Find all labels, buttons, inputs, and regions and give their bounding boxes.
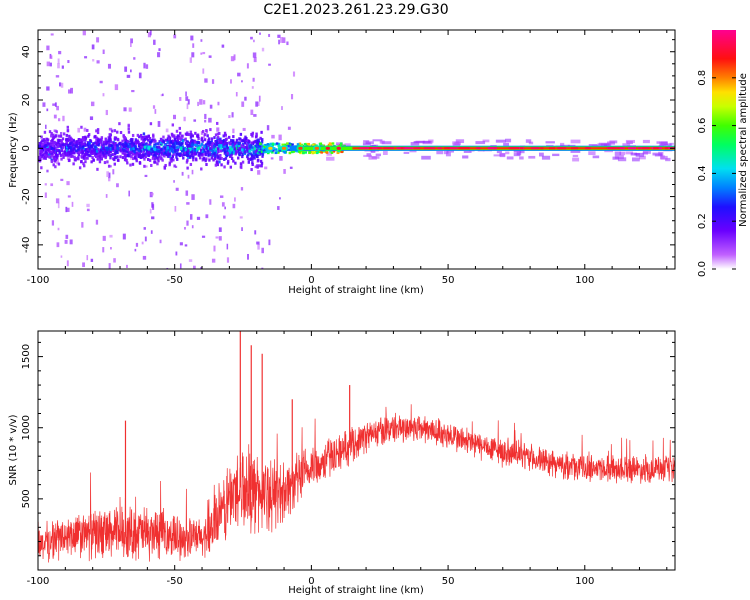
colorbar-ticks: 0.0 0.2 0.4 0.6 0.8 [697, 70, 736, 277]
snr-ticks: -100 -50 0 50 100 500 1000 1500 [21, 331, 675, 587]
snr-series [38, 331, 675, 563]
colorbar: 0.0 0.2 0.4 0.6 0.8 Normalized spectral ampl… [697, 30, 749, 277]
x-tick-label: 0 [308, 275, 314, 286]
colorbar-gradient [712, 30, 736, 269]
x-tick-label: 50 [442, 275, 455, 286]
figure-title: C2E1.2023.261.23.29.G30 [263, 2, 448, 18]
x-tick-label: 100 [575, 275, 594, 286]
colorbar-tick-label: 0.8 [697, 70, 708, 86]
x-tick-label: 50 [442, 576, 455, 587]
snr-line [38, 404, 675, 563]
x-tick-label: 0 [308, 576, 314, 587]
x-tick-label: -100 [27, 576, 50, 587]
snr-y-label: SNR (10 * v/v) [8, 414, 19, 485]
y-tick-label: -40 [21, 237, 32, 253]
x-tick-label: -100 [27, 275, 50, 286]
y-tick-label: 0 [21, 145, 32, 151]
y-tick-label: 500 [21, 489, 32, 508]
y-tick-label: 20 [21, 94, 32, 107]
colorbar-tick-label: 0.0 [697, 261, 708, 277]
y-tick-label: 40 [21, 45, 32, 58]
x-tick-label: -50 [167, 576, 183, 587]
spectrogram-frame [37, 29, 676, 270]
spectrogram-image [38, 30, 675, 269]
x-tick-label: 100 [575, 576, 594, 587]
snr-x-label: Height of straight line (km) [288, 585, 424, 596]
y-tick-label: 1500 [21, 344, 32, 369]
snr-frame [37, 330, 676, 571]
spectrogram-x-label: Height of straight line (km) [288, 285, 424, 296]
colorbar-tick-label: 0.2 [697, 213, 708, 229]
colorbar-tick-label: 0.4 [697, 165, 708, 181]
spectrogram-panel: -100 -50 0 50 100 -40 -20 0 20 40 Height of strai… [8, 29, 676, 296]
y-tick-label: -20 [21, 188, 32, 204]
x-tick-label: -50 [167, 275, 183, 286]
y-tick-label: 1000 [21, 415, 32, 440]
snr-panel: -100 -50 0 50 100 500 1000 1500 Height of strai… [8, 330, 676, 596]
colorbar-label: Normalized spectral amplitude [738, 73, 749, 227]
colorbar-tick-label: 0.6 [697, 118, 708, 134]
spectrogram-y-label: Frequency (Hz) [8, 112, 19, 188]
spectrogram-ticks: -100 -50 0 50 100 -40 -20 0 20 40 [21, 30, 675, 286]
